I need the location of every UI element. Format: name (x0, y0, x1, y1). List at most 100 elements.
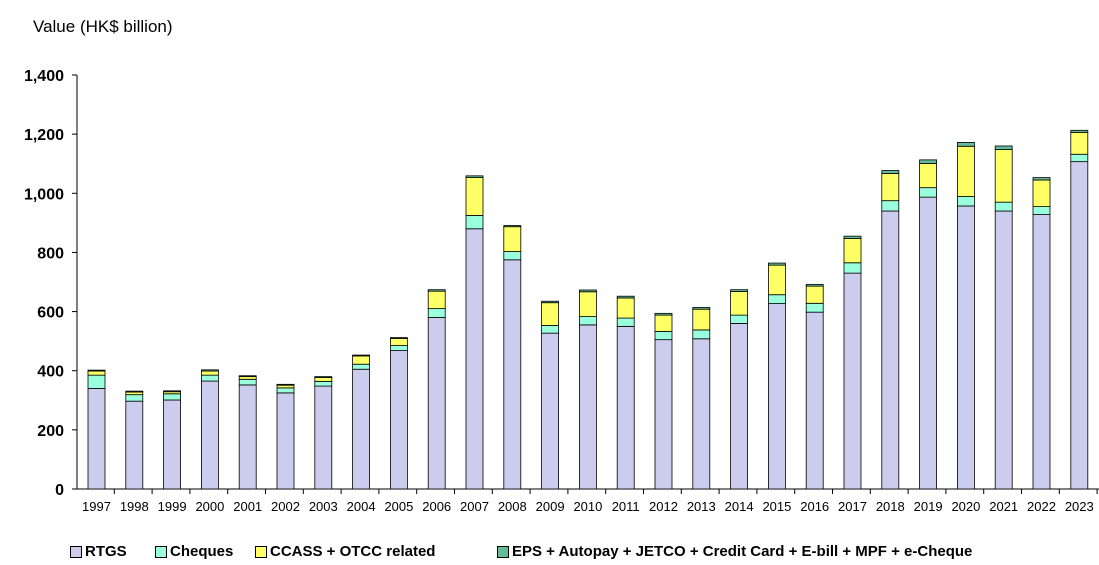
bar-segment-rtgs (352, 368, 371, 490)
y-tick-label: 600 (37, 305, 64, 322)
bar-segment-rtgs (805, 311, 824, 490)
x-tick-label: 2020 (951, 499, 980, 514)
bar-segment-ccass (692, 308, 711, 331)
bar-segment-cheques (881, 200, 900, 212)
bar-segment-cheques (238, 378, 257, 386)
x-tick-label: 2010 (573, 499, 602, 514)
bar-segment-rtgs (427, 317, 446, 490)
bar-segment-rtgs (163, 399, 182, 490)
x-tick-label: 2022 (1027, 499, 1056, 514)
x-tick-label: 2000 (195, 499, 224, 514)
legend-label-eps: EPS + Autopay + JETCO + Credit Card + E-… (512, 543, 973, 560)
bar-segment-cheques (579, 316, 597, 326)
bar-segment-cheques (503, 251, 522, 261)
legend-swatch-cheques (155, 545, 167, 558)
x-tick-label: 2021 (989, 499, 1018, 514)
bar-segment-rtgs (730, 322, 748, 490)
bar-segment-eps (994, 145, 1013, 150)
bar-segment-cheques (1070, 153, 1089, 163)
axis-layer: 0 200 400 600 800 1,000 1,200 1,400 1997 1998 1999… (24, 68, 1099, 514)
bar-segment-rtgs (389, 350, 408, 490)
y-tick-label: 1,000 (24, 186, 64, 203)
bar-segment-ccass (541, 302, 559, 326)
x-tick-label: 1998 (120, 499, 149, 514)
bar-segment-eps (427, 289, 446, 292)
x-tick-label: 2004 (347, 499, 376, 514)
bar-segment-cheques (87, 374, 106, 389)
y-tick-label: 1,400 (24, 68, 64, 85)
bar-segment-ccass (654, 314, 673, 332)
legend-swatch-ccass (255, 545, 267, 558)
x-tick-label: 2001 (233, 499, 262, 514)
bar-segment-cheques (465, 215, 484, 230)
bar-segment-eps (616, 295, 635, 299)
bar-segment-ccass (1032, 179, 1051, 207)
legend-swatch-eps (497, 545, 509, 558)
x-tick-label: 2008 (498, 499, 527, 514)
bar-segment-eps (957, 142, 975, 147)
bar-segment-eps (541, 300, 559, 304)
bar-segment-cheques (541, 325, 559, 334)
bar-segment-ccass (881, 173, 900, 202)
bar-segment-ccass (843, 238, 862, 264)
x-tick-label: 2007 (460, 499, 489, 514)
y-tick-label: 400 (37, 364, 64, 381)
bar-segment-eps (919, 159, 937, 164)
bar-segment-cheques (843, 262, 862, 274)
bar-segment-ccass (919, 163, 937, 189)
bar-segment-cheques (389, 345, 408, 352)
y-axis-title: Value (HK$ billion) (33, 17, 173, 36)
bar-segment-ccass (1070, 131, 1089, 155)
bar-segment-ccass (314, 377, 333, 382)
bar-segment-rtgs (654, 339, 673, 490)
legend-label-rtgs: RTGS (85, 543, 127, 560)
bar-segment-eps (579, 289, 597, 293)
bar-segment-eps (465, 175, 484, 179)
bar-segment-rtgs (503, 259, 522, 490)
x-tick-label: 2009 (536, 499, 565, 514)
bar-segment-rtgs (881, 210, 900, 490)
bar-segment-rtgs (314, 385, 333, 490)
bar-segment-rtgs (768, 303, 786, 490)
y-tick-label: 1,200 (24, 127, 64, 144)
bar-segment-rtgs (1070, 161, 1089, 490)
bar-segment-cheques (768, 294, 786, 304)
bar-segment-ccass (805, 285, 824, 304)
bar-segment-eps (654, 312, 673, 316)
bar-segment-cheques (654, 330, 673, 341)
bar-segment-rtgs (541, 332, 559, 490)
bar-segment-ccass (579, 291, 597, 317)
stacked-bar-chart: 0 200 400 600 800 1,000 1,200 1,400 1997 1998 1999… (24, 68, 1099, 514)
bar-segment-rtgs (200, 380, 219, 490)
bar-segment-rtgs (994, 210, 1013, 490)
bar-segment-rtgs (692, 338, 711, 490)
bar-segment-ccass (994, 149, 1013, 203)
bar-segment-rtgs (616, 325, 635, 490)
x-tick-label: 2012 (649, 499, 678, 514)
bar-segment-cheques (994, 201, 1013, 212)
legend-item-eps: EPS + Autopay + JETCO + Credit Card + E-… (497, 543, 972, 560)
bar-segment-eps (1032, 177, 1051, 181)
legend-item-cheques: Cheques (155, 543, 233, 560)
bar-segment-eps (881, 170, 900, 174)
bar-segment-ccass (503, 226, 522, 252)
x-tick-label: 2015 (762, 499, 791, 514)
bar-segment-rtgs (579, 324, 597, 490)
bar-segment-rtgs (957, 205, 975, 490)
bar-segment-rtgs (843, 272, 862, 490)
bar-segment-ccass (768, 264, 786, 296)
bar-segment-eps (314, 376, 333, 378)
bar-segment-rtgs (465, 228, 484, 490)
bar-segment-eps (768, 262, 786, 266)
bar-segment-ccass (200, 370, 219, 376)
bar-segment-eps (87, 369, 106, 372)
x-tick-label: 1999 (158, 499, 187, 514)
bar-segment-ccass (616, 297, 635, 319)
x-tick-label: 2013 (687, 499, 716, 514)
bar-segment-ccass (957, 145, 975, 197)
bar-segment-eps (1070, 129, 1089, 133)
y-tick-label: 0 (55, 482, 64, 499)
legend-item-ccass: CCASS + OTCC related (255, 543, 435, 560)
bar-segment-rtgs (125, 400, 144, 490)
